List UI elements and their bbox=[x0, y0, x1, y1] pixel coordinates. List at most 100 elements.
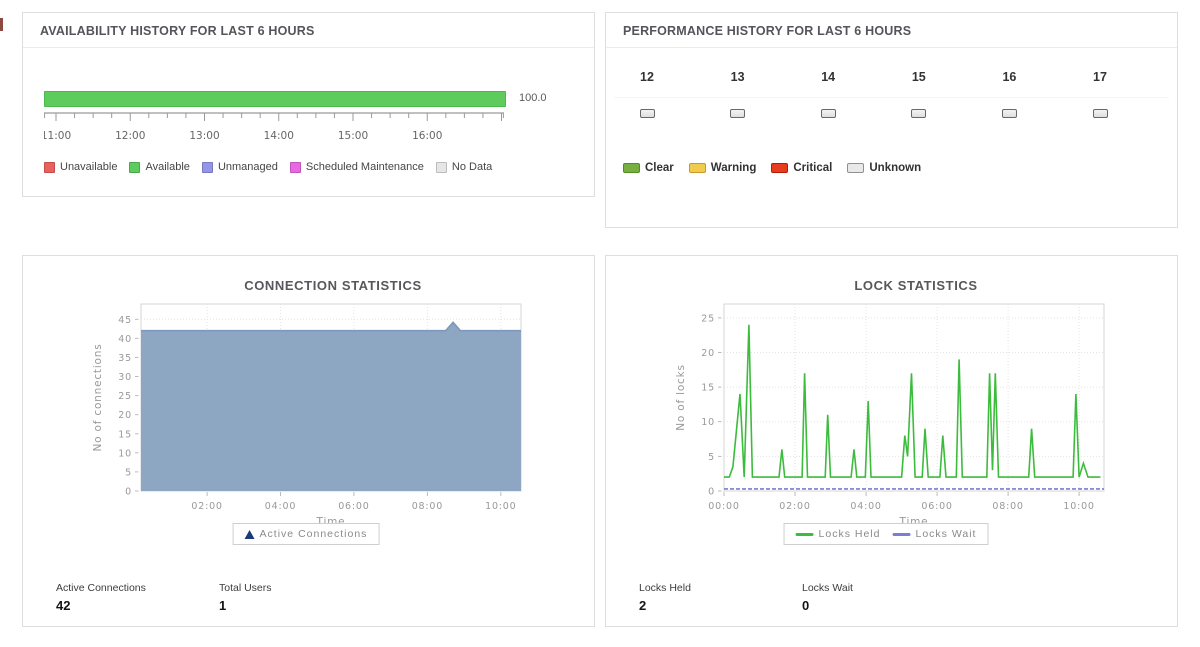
availability-bar-available-segment[interactable] bbox=[44, 91, 506, 107]
chart-legend-item-locks-wait: Locks Wait bbox=[892, 528, 976, 540]
stat-label: Active Connections bbox=[56, 582, 146, 594]
stat-active-connections: Active Connections 42 bbox=[56, 582, 219, 613]
legend-label: Warning bbox=[710, 162, 757, 174]
performance-hour-column-17: 17 bbox=[1070, 70, 1130, 123]
svg-text:00:00: 00:00 bbox=[708, 501, 739, 512]
connection-chart[interactable]: 0 5 10 15 20 25 30 35 40 45 02:00 04:00 06:00 08:00 10… bbox=[83, 296, 583, 586]
availability-time-axis: 11:00 12:00 13:00 14:00 15:00 16:00 bbox=[44, 112, 504, 142]
legend-item-unmanaged: Unmanaged bbox=[201, 161, 278, 173]
hour-label-12: 12 bbox=[640, 70, 654, 84]
svg-text:40: 40 bbox=[118, 334, 132, 345]
legend-swatch-critical bbox=[771, 163, 789, 173]
legend-item-unavailable: Unavailable bbox=[44, 161, 117, 173]
svg-text:14:00: 14:00 bbox=[264, 130, 294, 142]
chart-legend-label: Locks Wait bbox=[915, 528, 977, 540]
svg-text:11:00: 11:00 bbox=[44, 130, 71, 142]
svg-text:10: 10 bbox=[701, 417, 715, 428]
svg-text:15:00: 15:00 bbox=[338, 130, 368, 142]
availability-legend: Unavailable Available Unmanaged Scheduled M… bbox=[44, 161, 492, 173]
svg-text:06:00: 06:00 bbox=[338, 501, 369, 512]
legend-label: Critical bbox=[793, 162, 833, 174]
legend-label: Unmanaged bbox=[217, 161, 278, 173]
svg-text:10: 10 bbox=[118, 448, 132, 459]
availability-panel: AVAILABILITY HISTORY FOR LAST 6 HOURS 10… bbox=[22, 12, 595, 197]
svg-text:04:00: 04:00 bbox=[850, 501, 881, 512]
svg-text:0: 0 bbox=[708, 487, 715, 498]
stat-value: 1 bbox=[219, 598, 227, 613]
availability-percentage-value: 100.0 bbox=[519, 92, 547, 104]
hour-status-box-16-unknown[interactable] bbox=[1001, 109, 1017, 118]
performance-panel-title: PERFORMANCE HISTORY FOR LAST 6 HOURS bbox=[606, 13, 1177, 48]
legend-item-available: Available bbox=[129, 161, 190, 173]
legend-item-unknown: Unknown bbox=[847, 162, 921, 174]
svg-text:25: 25 bbox=[701, 313, 715, 324]
lock-chart-title: LOCK STATISTICS bbox=[854, 278, 978, 293]
performance-hour-column-14: 14 bbox=[798, 70, 858, 123]
svg-text:02:00: 02:00 bbox=[191, 501, 222, 512]
availability-panel-title: AVAILABILITY HISTORY FOR LAST 6 HOURS bbox=[23, 13, 594, 48]
svg-text:5: 5 bbox=[125, 467, 132, 478]
legend-swatch-available bbox=[129, 161, 141, 173]
legend-label: Available bbox=[145, 161, 190, 173]
stat-label: Locks Held bbox=[639, 582, 691, 594]
lock-stats-row: Locks Held 2 Locks Wait 0 bbox=[639, 582, 965, 613]
hour-label-16: 16 bbox=[1002, 70, 1017, 84]
svg-text:30: 30 bbox=[118, 372, 132, 383]
lock-chart[interactable]: 0 5 10 15 20 25 00:00 02:00 04:00 06:00 08:00 10:00… bbox=[666, 296, 1166, 586]
svg-text:08:00: 08:00 bbox=[992, 501, 1023, 512]
svg-text:16:00: 16:00 bbox=[412, 130, 442, 142]
legend-swatch-unavailable bbox=[44, 161, 55, 173]
stat-value: 42 bbox=[56, 598, 71, 613]
svg-text:0: 0 bbox=[125, 487, 132, 498]
legend-swatch-scheduled-maintenance bbox=[289, 161, 301, 173]
hour-status-box-13-unknown[interactable] bbox=[730, 109, 746, 118]
hour-status-box-15-unknown[interactable] bbox=[911, 109, 927, 118]
legend-item-clear: Clear bbox=[623, 162, 674, 174]
chart-legend-label: Locks Held bbox=[818, 528, 881, 540]
hour-label-17: 17 bbox=[1093, 70, 1107, 84]
hour-label-15: 15 bbox=[911, 70, 926, 84]
stat-locks-wait: Locks Wait 0 bbox=[802, 582, 965, 613]
legend-label: Unavailable bbox=[60, 161, 118, 173]
lock-chart-legend: Locks Held Locks Wait bbox=[783, 523, 989, 545]
svg-text:35: 35 bbox=[118, 353, 132, 364]
stat-label: Total Users bbox=[219, 582, 272, 594]
triangle-marker-icon bbox=[244, 529, 255, 539]
legend-label: Unknown bbox=[869, 162, 922, 174]
svg-text:15: 15 bbox=[701, 383, 715, 394]
chart-legend-label: Active Connections bbox=[259, 528, 368, 540]
legend-item-warning: Warning bbox=[688, 162, 757, 174]
legend-item-no-data: No Data bbox=[435, 161, 493, 173]
svg-text:13:00: 13:00 bbox=[189, 130, 219, 142]
hour-status-box-17-unknown[interactable] bbox=[1092, 109, 1108, 118]
performance-hour-column-12: 12 bbox=[617, 70, 677, 123]
svg-text:10:00: 10:00 bbox=[485, 501, 516, 512]
stat-label: Locks Wait bbox=[802, 582, 853, 594]
svg-text:02:00: 02:00 bbox=[779, 501, 810, 512]
performance-row-divider bbox=[614, 97, 1169, 98]
legend-swatch-no-data bbox=[435, 161, 447, 173]
performance-hour-column-16: 16 bbox=[979, 70, 1039, 123]
legend-swatch-unknown bbox=[847, 163, 865, 173]
svg-text:No of locks: No of locks bbox=[675, 364, 687, 431]
svg-text:20: 20 bbox=[701, 348, 715, 359]
screen-edge-artifact bbox=[0, 18, 3, 31]
connection-chart-legend: Active Connections bbox=[232, 523, 380, 545]
legend-swatch-warning bbox=[688, 163, 706, 173]
legend-item-critical: Critical bbox=[771, 162, 832, 174]
svg-text:25: 25 bbox=[118, 391, 132, 402]
svg-text:12:00: 12:00 bbox=[115, 130, 145, 142]
line-marker-icon bbox=[795, 532, 814, 536]
svg-text:20: 20 bbox=[118, 410, 132, 421]
svg-text:10:00: 10:00 bbox=[1063, 501, 1094, 512]
legend-label: No Data bbox=[451, 161, 493, 173]
chart-legend-item-active-connections: Active Connections bbox=[244, 528, 368, 540]
hour-label-14: 14 bbox=[821, 70, 836, 84]
svg-text:04:00: 04:00 bbox=[265, 501, 296, 512]
performance-legend: Clear Warning Critical Unknown bbox=[623, 162, 921, 174]
stat-total-users: Total Users 1 bbox=[219, 582, 382, 613]
svg-text:No of connections: No of connections bbox=[92, 344, 104, 452]
hour-status-box-14-unknown[interactable] bbox=[820, 109, 836, 118]
hour-status-box-12-unknown[interactable] bbox=[639, 109, 655, 118]
hour-label-13: 13 bbox=[730, 70, 745, 84]
